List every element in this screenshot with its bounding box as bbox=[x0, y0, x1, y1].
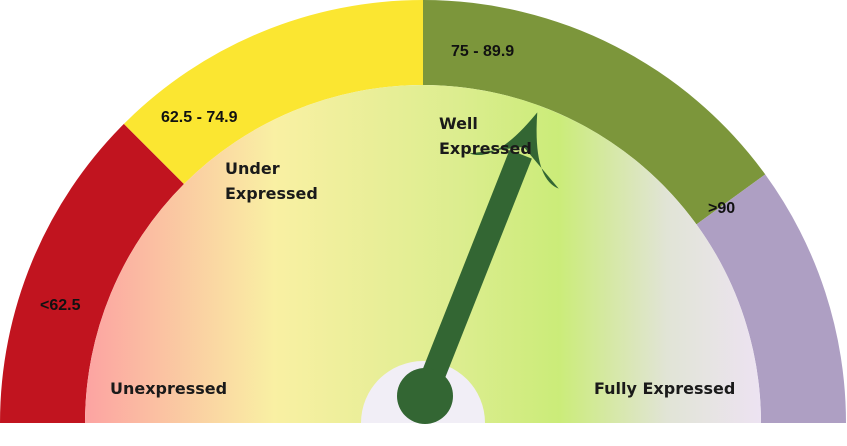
zone-label-fully-expressed: Fully Expressed bbox=[594, 379, 735, 398]
band-label-below-62-5: <62.5 bbox=[40, 297, 81, 314]
gauge-band-0 bbox=[0, 123, 184, 423]
band-label-above-90: >90 bbox=[708, 200, 735, 217]
needle-shaft bbox=[413, 149, 532, 401]
zone-label-under-line2: Expressed bbox=[225, 184, 318, 203]
needle-arrowhead bbox=[469, 112, 559, 189]
band-label-75-to-89-9: 75 - 89.9 bbox=[451, 43, 514, 60]
zone-label-unexpressed: Unexpressed bbox=[110, 379, 227, 398]
gauge-bands bbox=[0, 0, 846, 423]
gauge-band-2 bbox=[423, 0, 766, 225]
needle-hub bbox=[397, 368, 453, 424]
gauge-band-3 bbox=[696, 174, 846, 423]
zone-label-well-line1: Well bbox=[439, 114, 478, 133]
gauge-band-1 bbox=[123, 0, 423, 184]
gauge-needle bbox=[397, 112, 559, 424]
zone-label-under-line1: Under bbox=[225, 159, 280, 178]
gauge-inner-face bbox=[85, 85, 761, 423]
zone-label-well-line2: Expressed bbox=[439, 139, 532, 158]
band-label-62-5-to-74-9: 62.5 - 74.9 bbox=[161, 109, 238, 126]
